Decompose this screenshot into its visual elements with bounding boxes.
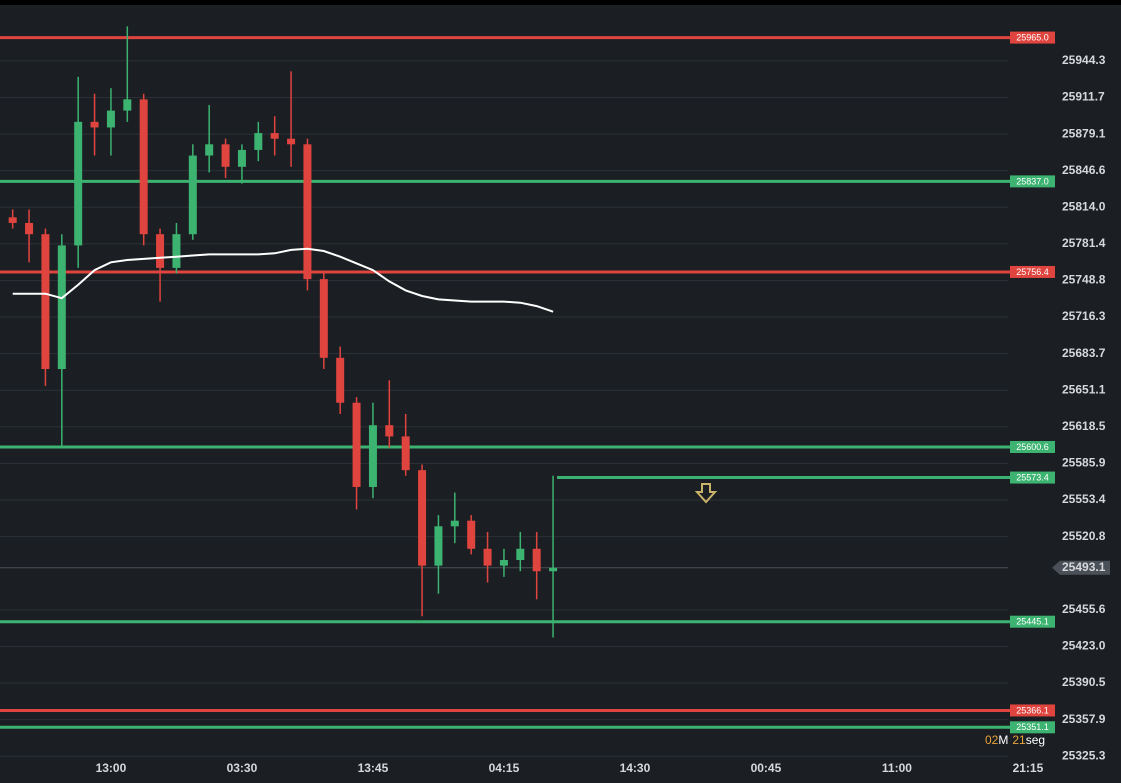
y-tick-label: 25846.6 (1062, 163, 1106, 177)
level-label-box (1010, 31, 1055, 44)
countdown-part: 02 (985, 733, 999, 747)
candle-body (25, 222, 34, 235)
countdown-part: 21 (1012, 733, 1026, 747)
y-tick-label: 25455.6 (1062, 602, 1106, 616)
candle-body (516, 548, 525, 561)
y-tick-label: 25553.4 (1062, 492, 1106, 506)
candle-body (418, 470, 427, 566)
level-label: 25573.4 (1016, 472, 1049, 482)
x-tick-label: 11:00 (882, 761, 912, 775)
y-tick-label: 25944.3 (1062, 53, 1106, 67)
countdown: 02M 21seg (985, 733, 1045, 747)
x-tick-label: 04:15 (489, 761, 520, 775)
candle-body (106, 110, 115, 128)
level-label: 25366.1 (1016, 705, 1049, 715)
last-price-label: 25493.1 (1062, 560, 1106, 574)
candle-body (401, 436, 410, 471)
level-label-box (1010, 440, 1055, 453)
x-tick-label: 03:30 (227, 761, 258, 775)
y-tick-label: 25585.9 (1062, 456, 1106, 470)
y-tick-label: 25325.3 (1062, 748, 1106, 762)
candle-body (8, 217, 17, 223)
y-tick-label: 25716.3 (1062, 309, 1106, 323)
y-tick-label: 25423.0 (1062, 639, 1106, 653)
level-label-box (1010, 615, 1055, 628)
countdown-part: seg (1026, 733, 1045, 747)
candle-body (385, 425, 394, 437)
candle-body (287, 138, 296, 145)
level-label-box (1010, 704, 1055, 717)
level-label: 25445.1 (1016, 617, 1049, 627)
candle-body (549, 567, 558, 572)
candle-body (467, 520, 476, 549)
candle-body (57, 245, 66, 370)
sell-arrow-icon (694, 483, 718, 504)
candle-body (221, 144, 230, 167)
candle-body (303, 144, 312, 280)
level-label-box (1010, 265, 1055, 278)
candle-body (352, 402, 361, 487)
candle-body (270, 133, 279, 139)
moving-average-line (12, 247, 554, 313)
candle-body (434, 526, 443, 566)
y-tick-label: 25618.5 (1062, 419, 1106, 433)
candle-body (123, 99, 132, 111)
y-tick-label: 25911.7 (1062, 90, 1105, 104)
level-label: 25351.1 (1016, 722, 1049, 732)
candle-body (90, 121, 99, 128)
candle-body (188, 155, 197, 235)
last-price-label-box (1052, 560, 1110, 575)
x-tick-label: 21:15 (1013, 761, 1044, 775)
y-tick-label: 25781.4 (1062, 236, 1106, 250)
level-label-box (1010, 721, 1055, 734)
level-label: 25965.0 (1016, 32, 1049, 42)
y-tick-label: 25814.0 (1062, 199, 1106, 213)
grid (0, 60, 1008, 757)
level-label: 25756.4 (1016, 267, 1049, 277)
x-tick-label: 13:00 (96, 761, 127, 775)
level-label: 25837.0 (1016, 176, 1049, 186)
y-tick-label: 25748.8 (1062, 273, 1106, 287)
level-label-box (1010, 175, 1055, 188)
candle-body (368, 425, 377, 487)
y-tick-label: 25390.5 (1062, 675, 1106, 689)
countdown-part: M (998, 733, 1008, 747)
candle-body (450, 520, 459, 527)
y-tick-label: 25520.8 (1062, 529, 1106, 543)
x-tick-label: 14:30 (620, 761, 651, 775)
candle-body (74, 121, 83, 246)
candle-body (254, 133, 263, 150)
y-tick-label: 25651.1 (1062, 382, 1106, 396)
candle-body (532, 548, 541, 572)
candle-body (41, 234, 50, 370)
level-label-box (1010, 471, 1055, 484)
candle-body (483, 548, 492, 566)
candle-body (205, 144, 214, 156)
level-label: 25600.6 (1016, 442, 1049, 452)
candle-body (172, 234, 181, 268)
axis: 25944.3 25911.7 25879.1 25846.6 25814.0 25781… (96, 53, 1110, 775)
candle-body (156, 234, 165, 268)
candle-body (336, 357, 345, 403)
x-tick-label: 13:45 (358, 761, 389, 775)
candle-body (139, 99, 148, 235)
top-bar (0, 0, 1121, 5)
y-tick-label: 25357.9 (1062, 712, 1106, 726)
candle-body (319, 279, 328, 358)
plot: 25965.0 25837.0 25756.4 25600.6 25445.1 25366… (0, 26, 1055, 734)
y-tick-label: 25879.1 (1062, 126, 1106, 140)
candle-body (499, 560, 508, 566)
candle-body (237, 149, 246, 167)
x-tick-label: 00:45 (751, 761, 782, 775)
y-tick-label: 25683.7 (1062, 346, 1106, 360)
